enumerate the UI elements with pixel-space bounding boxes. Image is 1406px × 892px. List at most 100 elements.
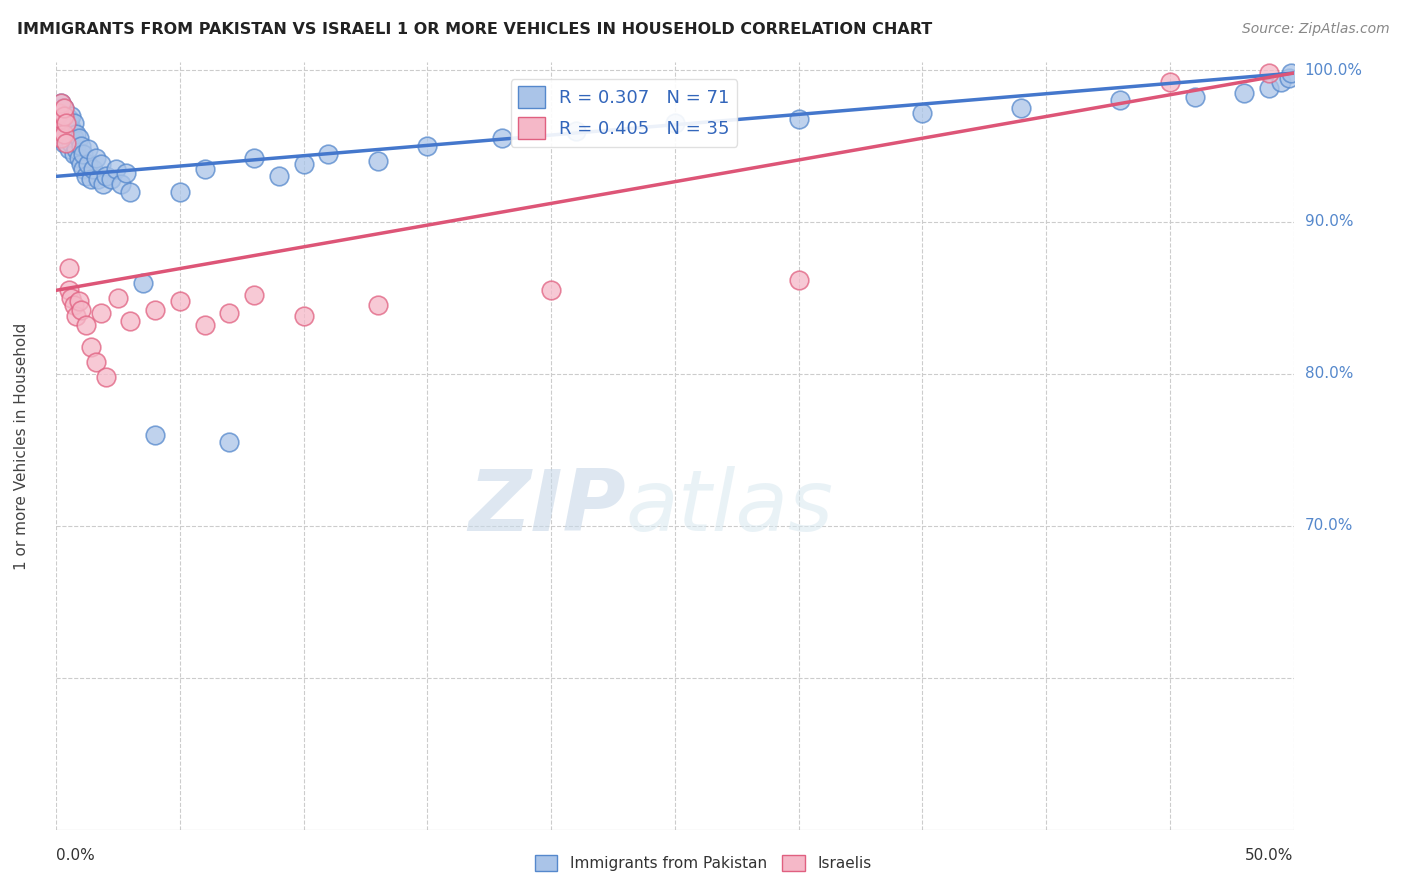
Point: [94, 169, 117, 184]
Point: [77, 157, 100, 171]
Point: [1010, 101, 1032, 115]
Point: [292, 309, 315, 323]
Point: [132, 276, 155, 290]
Point: [82, 161, 104, 176]
Point: [416, 139, 439, 153]
Point: [52, 127, 75, 141]
Point: [48, 105, 70, 120]
Point: [65, 309, 87, 323]
Point: [1109, 94, 1132, 108]
Legend: Immigrants from Pakistan, Israelis: Immigrants from Pakistan, Israelis: [529, 849, 877, 877]
Point: [1159, 75, 1181, 89]
Point: [143, 427, 166, 442]
Point: [90, 157, 112, 171]
Point: [1279, 66, 1302, 80]
Point: [540, 283, 562, 297]
Point: [75, 318, 97, 333]
Point: [67, 131, 90, 145]
Point: [787, 112, 810, 126]
Text: IMMIGRANTS FROM PAKISTAN VS ISRAELI 1 OR MORE VEHICLES IN HOUSEHOLD CORRELATION : IMMIGRANTS FROM PAKISTAN VS ISRAELI 1 OR…: [17, 22, 932, 37]
Point: [104, 161, 127, 176]
Point: [267, 169, 290, 184]
Point: [107, 291, 129, 305]
Point: [48, 120, 70, 135]
Point: [52, 101, 75, 115]
Point: [218, 306, 240, 320]
Point: [65, 142, 87, 156]
Point: [243, 288, 266, 302]
Point: [55, 120, 77, 134]
Point: [58, 112, 80, 126]
Point: [1277, 70, 1299, 85]
Point: [60, 120, 83, 135]
Point: [120, 185, 142, 199]
Point: [84, 354, 107, 368]
Point: [48, 124, 70, 138]
Text: 1 or more Vehicles in Household: 1 or more Vehicles in Household: [14, 322, 30, 570]
Text: 100.0%: 100.0%: [1305, 62, 1362, 78]
Point: [48, 105, 70, 120]
Text: 0.0%: 0.0%: [56, 848, 96, 863]
Point: [169, 185, 191, 199]
Point: [911, 105, 934, 120]
Point: [67, 151, 90, 165]
Point: [55, 131, 77, 145]
Point: [91, 177, 114, 191]
Point: [51, 96, 73, 111]
Point: [62, 116, 84, 130]
Point: [52, 124, 75, 138]
Point: [58, 127, 80, 141]
Point: [72, 146, 94, 161]
Point: [1257, 66, 1279, 80]
Point: [194, 318, 217, 333]
Point: [51, 112, 73, 126]
Point: [94, 370, 117, 384]
Point: [90, 306, 112, 320]
Point: [218, 435, 240, 450]
Point: [70, 303, 93, 318]
Point: [114, 166, 136, 180]
Point: [100, 172, 122, 186]
Point: [62, 298, 84, 312]
Point: [48, 131, 70, 145]
Point: [58, 260, 80, 275]
Point: [51, 101, 73, 115]
Point: [55, 109, 77, 123]
Point: [75, 169, 97, 184]
Point: [565, 124, 588, 138]
Point: [787, 273, 810, 287]
Text: ZIP: ZIP: [468, 466, 626, 549]
Point: [367, 154, 389, 169]
Point: [1184, 90, 1206, 104]
Point: [120, 314, 142, 328]
Point: [143, 303, 166, 318]
Point: [60, 109, 83, 123]
Point: [52, 109, 75, 123]
Point: [52, 136, 75, 150]
Point: [55, 136, 77, 150]
Point: [48, 112, 70, 126]
Point: [292, 157, 315, 171]
Point: [51, 127, 73, 141]
Point: [72, 161, 94, 176]
Point: [70, 157, 93, 171]
Point: [70, 139, 93, 153]
Point: [664, 116, 686, 130]
Point: [62, 146, 84, 161]
Text: 80.0%: 80.0%: [1305, 367, 1353, 382]
Point: [51, 131, 73, 145]
Point: [243, 151, 266, 165]
Point: [60, 136, 83, 150]
Text: atlas: atlas: [626, 466, 834, 549]
Text: Source: ZipAtlas.com: Source: ZipAtlas.com: [1241, 22, 1389, 37]
Point: [77, 142, 100, 156]
Point: [87, 172, 110, 186]
Text: 90.0%: 90.0%: [1305, 214, 1353, 229]
Point: [110, 177, 132, 191]
Point: [60, 291, 83, 305]
Legend: R = 0.307   N = 71, R = 0.405   N = 35: R = 0.307 N = 71, R = 0.405 N = 35: [510, 79, 737, 146]
Point: [52, 109, 75, 123]
Text: 50.0%: 50.0%: [1246, 848, 1294, 863]
Point: [65, 127, 87, 141]
Point: [1257, 81, 1279, 95]
